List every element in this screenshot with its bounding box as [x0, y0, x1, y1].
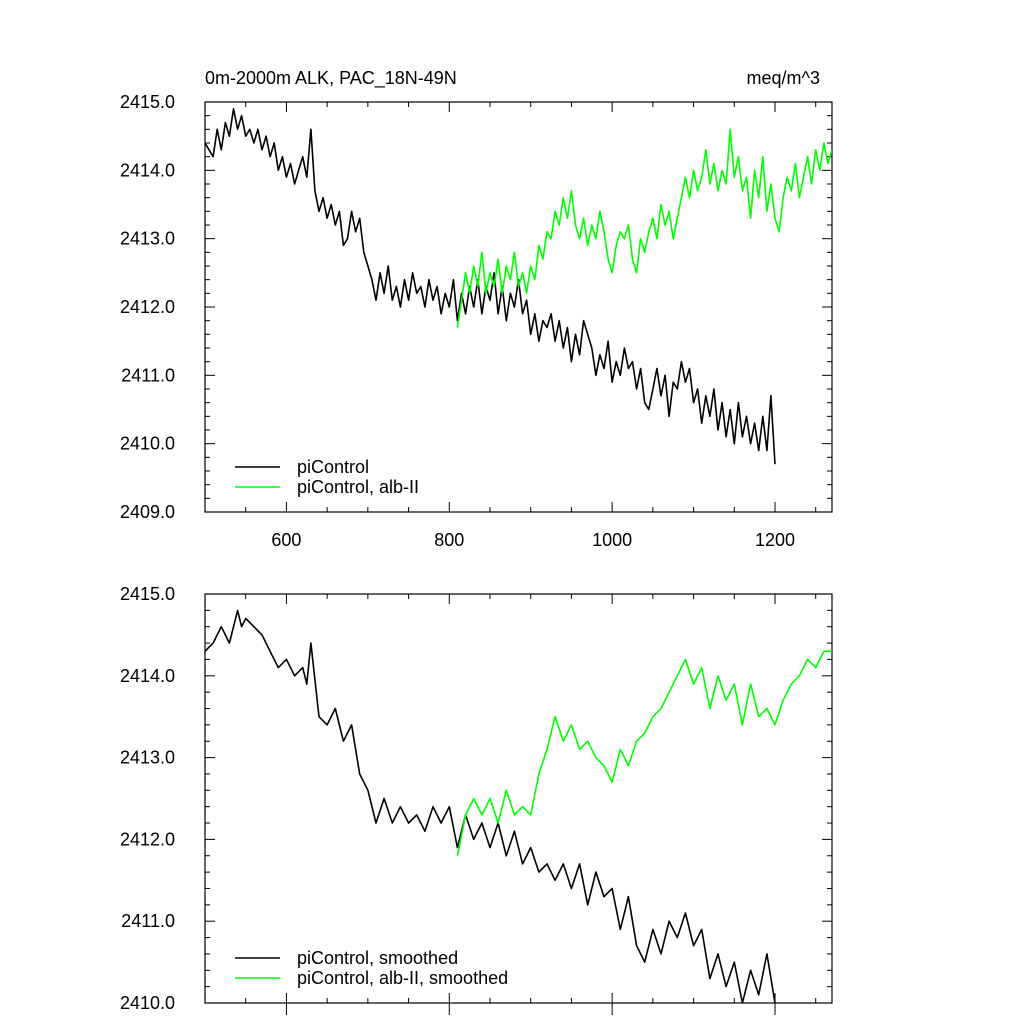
- y-tick-label: 2410.0: [120, 434, 175, 454]
- series-line-2: [456, 650, 832, 856]
- y-tick-label: 2414.0: [120, 666, 175, 686]
- series-line-1: [205, 609, 776, 1003]
- series-line-1: [205, 108, 776, 465]
- top-panel: 600 800 1000 1200 2409.0 2410.0 2411.0 2412.0 24…: [120, 68, 833, 550]
- plot-frame: [204, 593, 833, 1004]
- legend-label-1: piControl: [297, 457, 369, 477]
- y-tick-label: 2409.0: [120, 502, 175, 522]
- bottom-panel: 2410.0 2411.0 2412.0 2413.0 2414.0 2415.0 piCo…: [120, 584, 833, 1015]
- y-tick-label: 2412.0: [120, 297, 175, 317]
- legend-label-1: piControl, smoothed: [297, 948, 458, 968]
- x-tick-label: 1000: [592, 530, 632, 550]
- units-label: meq/m^3: [747, 68, 820, 88]
- y-tick-label: 2415.0: [120, 584, 175, 604]
- y-tick-label: 2415.0: [120, 92, 175, 112]
- y-tick-label: 2411.0: [121, 911, 175, 931]
- y-tick-label: 2412.0: [120, 829, 175, 849]
- y-tick-label: 2410.0: [120, 993, 175, 1013]
- y-tick-label: 2413.0: [120, 748, 175, 768]
- x-tick-label: 1200: [755, 530, 795, 550]
- legend-label-2: piControl, alb-II: [297, 477, 419, 497]
- y-tick-label: 2413.0: [120, 229, 175, 249]
- x-tick-label: 800: [434, 530, 464, 550]
- y-tick-label: 2411.0: [121, 365, 175, 385]
- legend-label-2: piControl, alb-II, smoothed: [297, 968, 508, 988]
- chart-title: 0m-2000m ALK, PAC_18N-49N: [205, 68, 457, 89]
- y-tick-label: 2414.0: [120, 160, 175, 180]
- plot-frame: [204, 101, 833, 513]
- x-tick-label: 600: [271, 530, 301, 550]
- series-line-2: [456, 128, 832, 328]
